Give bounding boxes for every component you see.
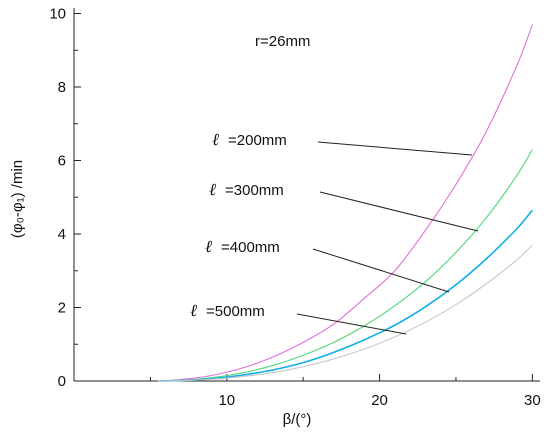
x-axis-label: β/(°) bbox=[283, 411, 312, 428]
series-line-1 bbox=[157, 24, 533, 382]
label-leaders bbox=[296, 141, 479, 335]
y-tick-label: 0 bbox=[58, 373, 66, 390]
series-lines bbox=[157, 24, 533, 382]
y-tick-label: 10 bbox=[49, 6, 66, 23]
x-tick-label: 10 bbox=[218, 392, 235, 409]
series-label-3: ℓ =400mm bbox=[205, 237, 280, 257]
leader-line-1 bbox=[317, 141, 473, 156]
y-axis-label: (φ₀-φ₁) /min bbox=[9, 160, 26, 238]
series-line-3 bbox=[158, 209, 533, 382]
x-tick-label: 20 bbox=[371, 392, 388, 409]
tick-labels: 0 2 4 6 8 10 10 20 30 bbox=[49, 6, 540, 409]
plot-frame bbox=[73, 8, 540, 382]
y-tick-label: 8 bbox=[58, 79, 66, 96]
ell-symbol: ℓ bbox=[205, 237, 212, 257]
series-label-4: ℓ =500mm bbox=[190, 301, 265, 321]
series-labels: ℓ =200mm ℓ =300mm ℓ =400mm ℓ =500mm bbox=[190, 130, 287, 321]
series-label-text: =200mm bbox=[228, 132, 287, 149]
x-tick-label: 30 bbox=[524, 392, 541, 409]
ell-symbol: ℓ bbox=[190, 301, 197, 321]
leader-line-3 bbox=[312, 248, 450, 293]
y-tick-label: 4 bbox=[58, 226, 66, 243]
radius-annotation: r=26mm bbox=[255, 33, 310, 50]
y-tick-label: 2 bbox=[58, 300, 66, 317]
series-label-2: ℓ =300mm bbox=[209, 180, 284, 200]
ell-symbol: ℓ bbox=[212, 130, 219, 150]
series-label-text: =400mm bbox=[221, 239, 280, 256]
series-line-4 bbox=[158, 244, 533, 382]
y-tick-label: 6 bbox=[58, 153, 66, 170]
leader-line-4 bbox=[296, 313, 407, 335]
ell-symbol: ℓ bbox=[209, 180, 216, 200]
series-label-1: ℓ =200mm bbox=[212, 130, 287, 150]
axis-ticks bbox=[74, 13, 533, 382]
series-label-text: =300mm bbox=[225, 182, 284, 199]
leader-line-2 bbox=[319, 191, 479, 232]
series-line-2 bbox=[158, 149, 533, 382]
series-label-text: =500mm bbox=[206, 303, 265, 320]
